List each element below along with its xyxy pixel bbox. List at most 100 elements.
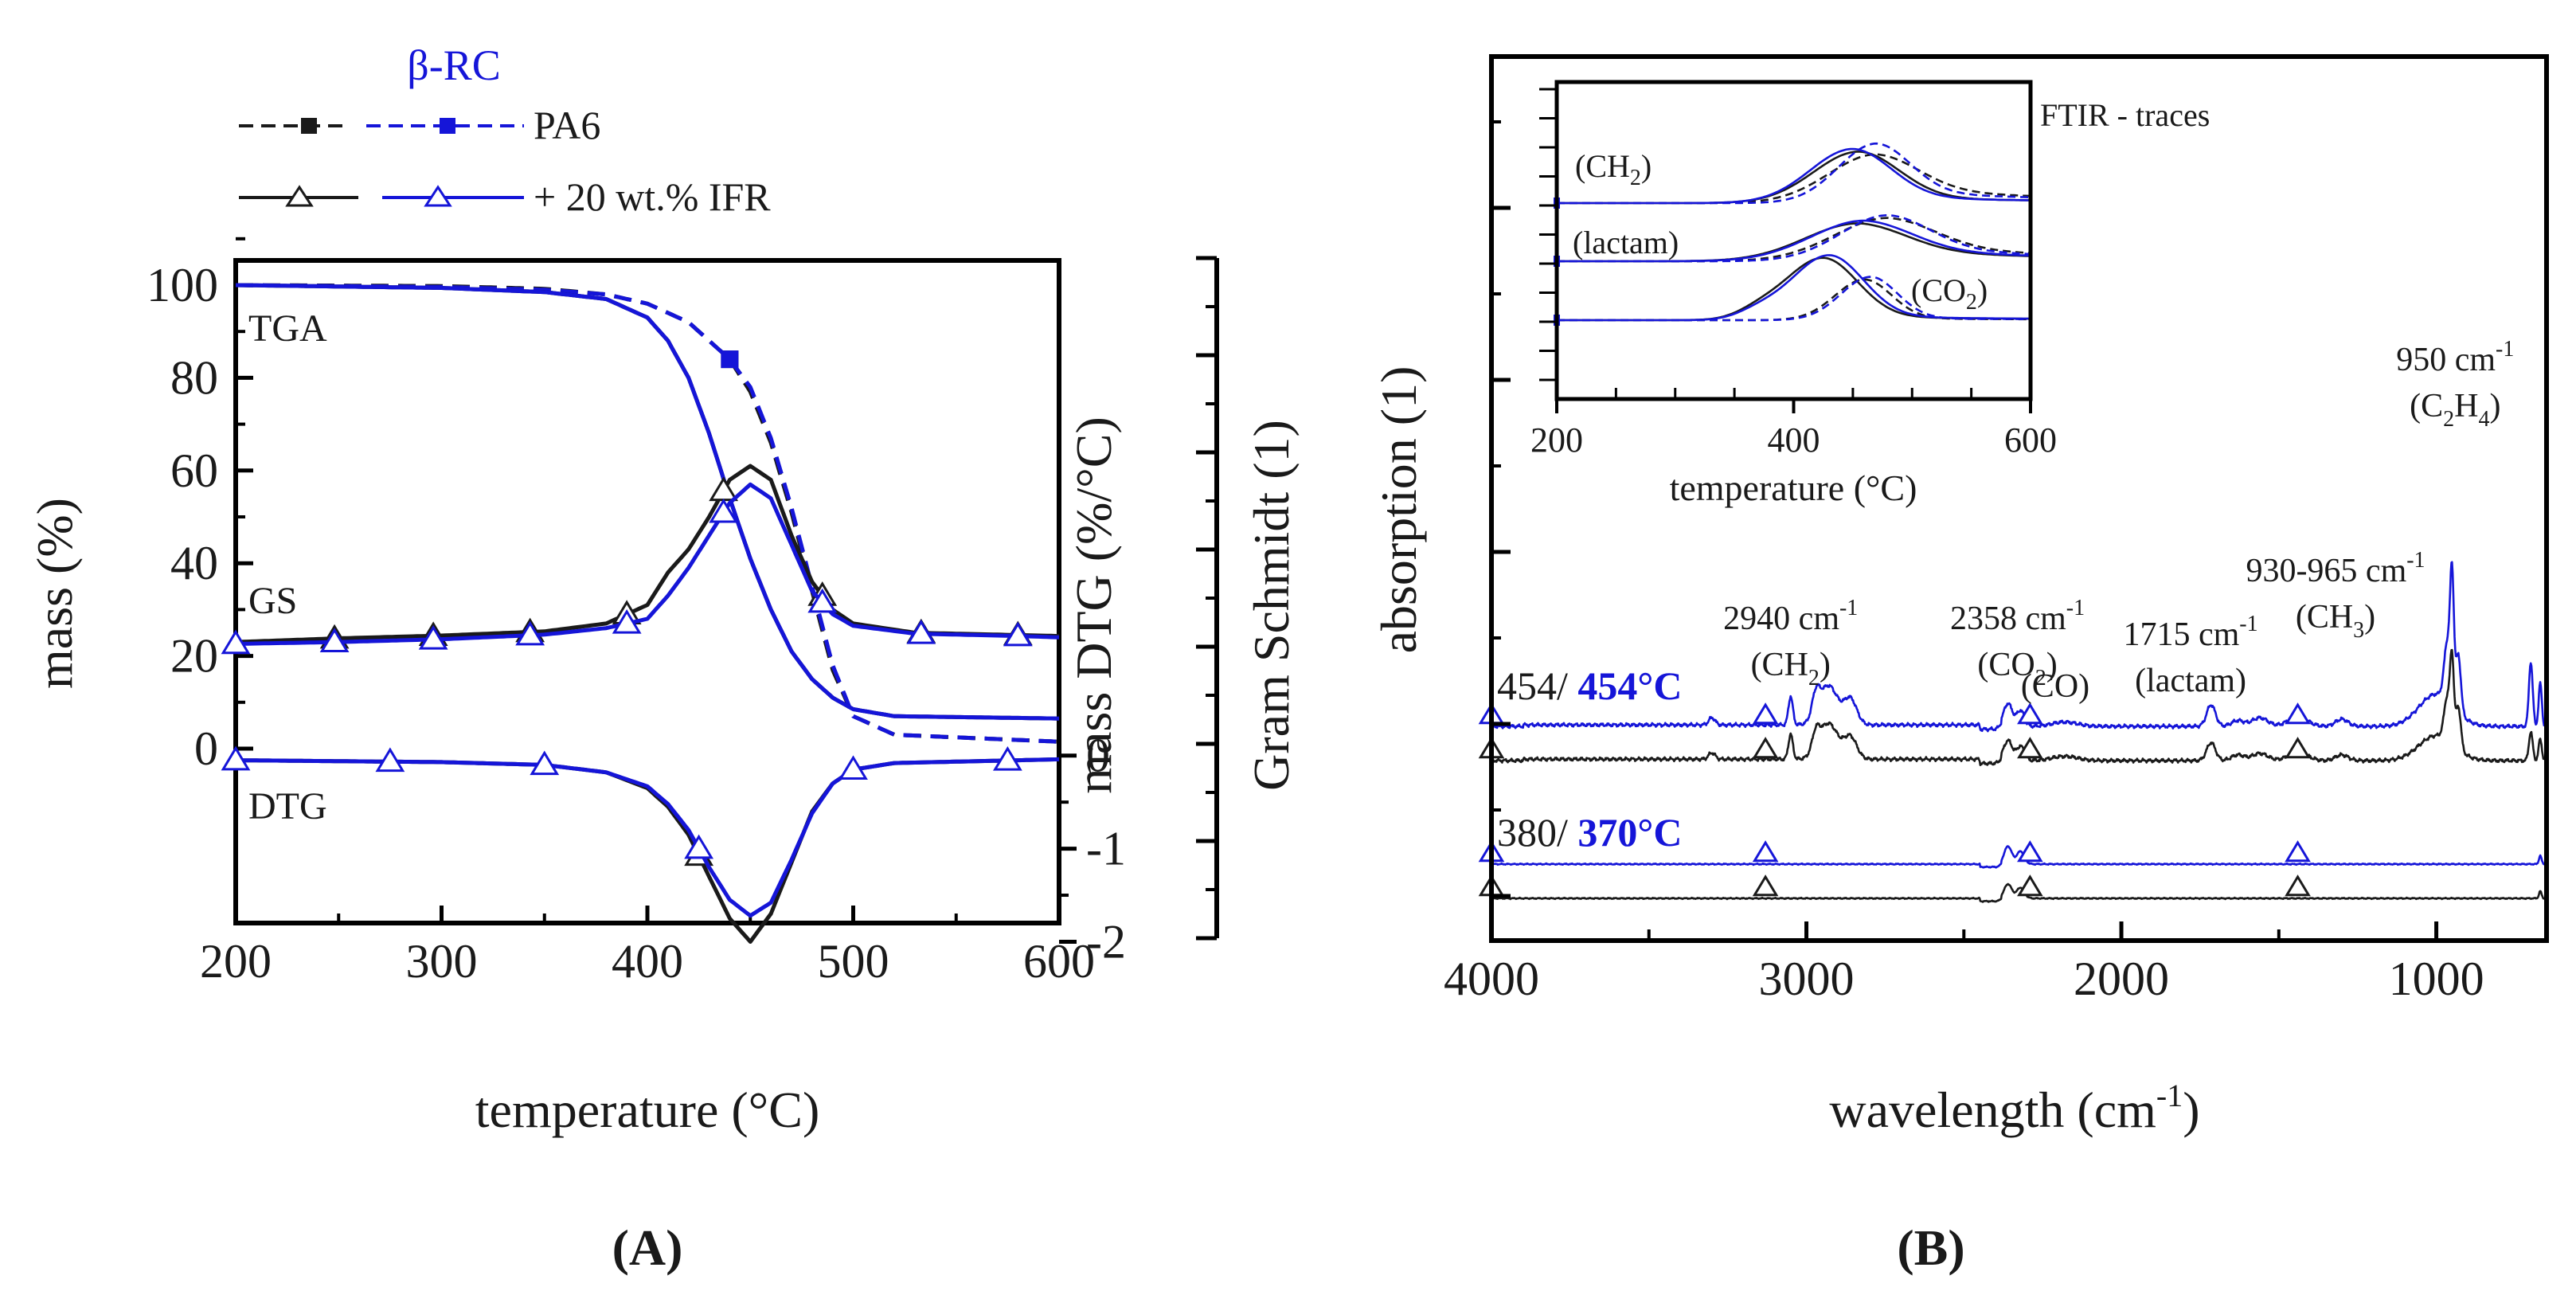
panel-a-curves bbox=[221, 283, 1060, 944]
annotation-part: 2 bbox=[2443, 407, 2454, 432]
annotation-part: ) bbox=[2489, 388, 2500, 424]
inset-x-axis-label: temperature (°C) bbox=[1670, 467, 1917, 508]
spectrum-triangle-marker bbox=[2285, 737, 2311, 759]
spectrum-454-c-blue- bbox=[1491, 561, 2547, 733]
triangle-marker bbox=[807, 588, 838, 613]
x-tick-label: 600 bbox=[1023, 935, 1095, 988]
annotation-text: 930-965 cm bbox=[2246, 553, 2406, 589]
triangle-marker bbox=[992, 745, 1022, 771]
inset-trace-label-1: (lactam) bbox=[1573, 225, 1679, 260]
panel-a-x-axis-label: temperature (°C) bbox=[475, 1082, 820, 1138]
annotation-line1: (CO) bbox=[2021, 668, 2089, 705]
triangle-marker bbox=[838, 755, 868, 780]
panel-a-plot-frame bbox=[233, 258, 1061, 925]
inset-trace-label-0: (CH2) bbox=[1575, 148, 1652, 190]
panel-b-spectrum-labels: 454/ 454°C 380/ 370°C bbox=[1497, 663, 1683, 855]
legend-row-ifr: + 20 wt.% IFR bbox=[239, 174, 771, 219]
triangle-marker bbox=[709, 476, 739, 502]
triangle-marker bbox=[530, 750, 560, 776]
spectrum-triangle-marker bbox=[1752, 702, 1779, 725]
legend-label-pa6: PA6 bbox=[534, 103, 600, 147]
triangle-marker bbox=[515, 620, 545, 646]
y-tick-label: 20 bbox=[170, 630, 218, 683]
gram-schmidt-axis-label: Gram Schmidt (1) bbox=[1243, 420, 1300, 791]
panel-b-x-axis-label: wavelength (cm-1) bbox=[1829, 1078, 2199, 1138]
mass-axis-label: mass (%) bbox=[26, 498, 83, 689]
annotation-sup: -1 bbox=[1839, 596, 1858, 620]
inset-trace-labels: (CH2)(lactam)(CO2) bbox=[1573, 148, 1988, 315]
inset-label-text: (CO bbox=[1911, 272, 1966, 308]
spectrum-label-plain: 454/ bbox=[1497, 663, 1577, 708]
curve-gs-black- bbox=[235, 464, 1060, 644]
inset-x-tick-label: 400 bbox=[1768, 421, 1820, 460]
annotation-line1: 1715 cm-1 bbox=[2123, 612, 2257, 653]
annotation-part: (lactam) bbox=[2135, 663, 2246, 699]
spectrum-label-plain: 380/ bbox=[1497, 810, 1577, 855]
b-x-tick-label: 4000 bbox=[1444, 953, 1539, 1005]
y-tick-label: 60 bbox=[170, 444, 218, 497]
dtg-label: DTG bbox=[248, 785, 327, 827]
triangle-marker bbox=[906, 619, 936, 644]
curve--rc-ifr-tga-blue- bbox=[235, 283, 1060, 721]
annotation-line2: (CH3) bbox=[2296, 599, 2375, 643]
annotation-part: 2 bbox=[1808, 666, 1820, 690]
panel-a-right-ticks: 0 -1 -2 bbox=[1059, 256, 1217, 968]
panel-b-x-ticks: 4000 3000 2000 1000 bbox=[1444, 921, 2484, 1005]
annotation-text: 1715 cm bbox=[2123, 616, 2239, 653]
legend-triangle-marker-black bbox=[285, 185, 314, 207]
b-x-tick-label: 2000 bbox=[2074, 953, 2169, 1005]
dtg-tick-label: -2 bbox=[1086, 915, 1126, 968]
y-tick-label: 40 bbox=[170, 537, 218, 589]
triangle-marker bbox=[1003, 621, 1033, 647]
inset-ticks: 200 400 600 bbox=[1530, 88, 2057, 460]
x-tick-label: 500 bbox=[818, 935, 889, 988]
annotation-line2: (lactam) bbox=[2135, 663, 2246, 699]
annotation-text: 2358 cm bbox=[1950, 601, 2066, 637]
inset-label-sub: 2 bbox=[1966, 290, 1977, 315]
square-marker bbox=[721, 350, 739, 369]
panel-a: 200 300 400 500 600 0 20 40 60 80 100 0 -1 -2 mass … bbox=[26, 41, 1300, 1276]
dtg-tick-label: 0 bbox=[1086, 730, 1110, 782]
absorption-axis-label: absorption (1) bbox=[1370, 366, 1427, 654]
spectrum-triangle-marker bbox=[2017, 737, 2043, 759]
spectrum-label-1: 380/ 370°C bbox=[1497, 810, 1683, 855]
triangle-marker bbox=[319, 628, 350, 652]
curve-dtg-blue- bbox=[236, 757, 1060, 918]
panel-b: 4000 3000 2000 1000 2940 cm-1(CH2)2358 cm-1… bbox=[1370, 54, 2549, 1276]
annotation-text: (CO) bbox=[2021, 668, 2089, 705]
spectrum-triangle-marker bbox=[1752, 737, 1779, 759]
spectrum-label-temperature: 454°C bbox=[1577, 663, 1682, 708]
annotation-part: ) bbox=[2364, 599, 2375, 636]
triangle-marker bbox=[684, 834, 714, 859]
triangle-marker bbox=[221, 629, 251, 655]
inset-trace-lactam-blue-dashed bbox=[1557, 213, 2031, 263]
annotation-part: (CH bbox=[1751, 647, 1808, 683]
triangle-marker bbox=[709, 498, 739, 523]
spectrum-triangle-marker bbox=[1752, 874, 1779, 897]
annotation-line1: 2940 cm-1 bbox=[1723, 596, 1858, 637]
spectrum-triangle-marker bbox=[2017, 874, 2043, 897]
inset-trace-ch2-blue-dashed bbox=[1557, 142, 2031, 205]
ftir-traces-inset: 200 400 600 (CH2)(lactam)(CO2) FTIR - trac… bbox=[1530, 80, 2210, 508]
annotation-line2: (CH2) bbox=[1751, 647, 1831, 690]
annotation-part: 4 bbox=[2478, 407, 2489, 432]
annotation-line1: 2358 cm-1 bbox=[1950, 596, 2085, 637]
legend-triangle-marker-blue bbox=[424, 185, 452, 207]
annotation-line2: (C2H4) bbox=[2410, 388, 2500, 432]
legend-label-ifr: + 20 wt.% IFR bbox=[534, 174, 771, 219]
x-tick-label: 400 bbox=[612, 935, 683, 988]
spectrum-triangle-marker bbox=[2285, 702, 2311, 725]
panel-a-x-ticks: 200 300 400 500 600 bbox=[200, 906, 1095, 988]
panel-b-annotations: 2940 cm-1(CH2)2358 cm-1(CO2)(CO)1715 cm-… bbox=[1723, 337, 2514, 705]
curve-gs-blue- bbox=[235, 482, 1060, 646]
panel-b-plot-frame bbox=[1489, 54, 2549, 943]
annotation-part: (CH bbox=[2296, 599, 2353, 636]
spectrum-triangle-marker bbox=[2285, 874, 2311, 897]
annotation-part: 3 bbox=[2353, 618, 2364, 643]
dtg-tick-label: -1 bbox=[1086, 823, 1126, 875]
panel-a-label: (A) bbox=[612, 1219, 683, 1276]
inset-label-text: (lactam) bbox=[1573, 225, 1679, 260]
annotation-sup: -1 bbox=[2066, 596, 2085, 620]
legend-square-marker-blue bbox=[440, 118, 455, 134]
